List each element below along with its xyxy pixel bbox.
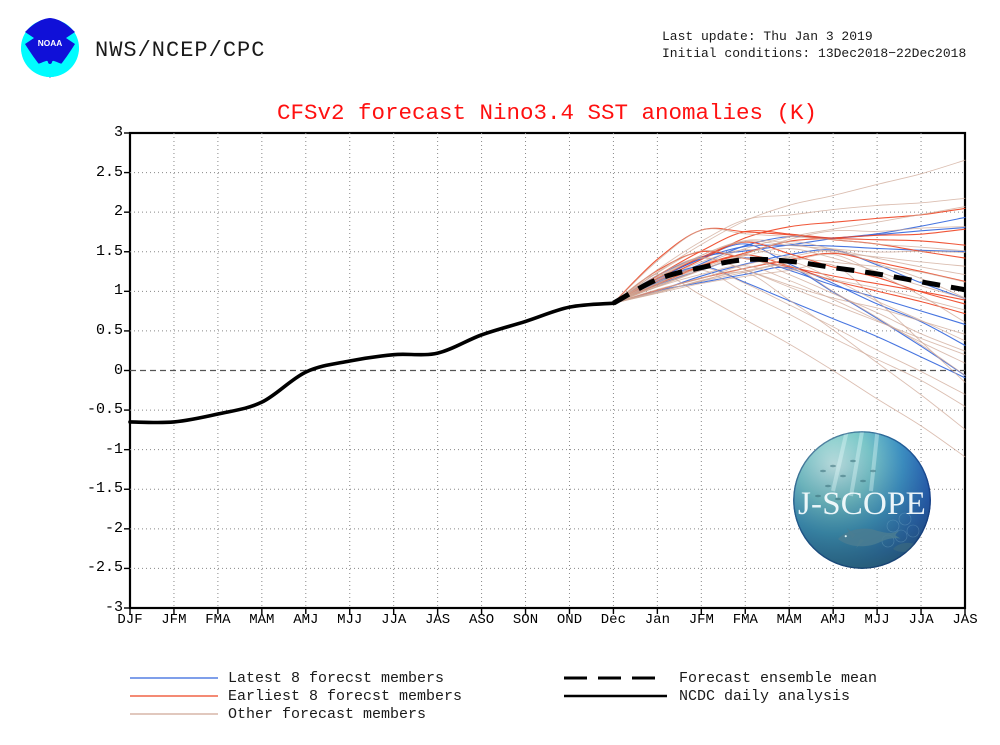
svg-text:J-SCOPE: J-SCOPE — [798, 486, 926, 522]
